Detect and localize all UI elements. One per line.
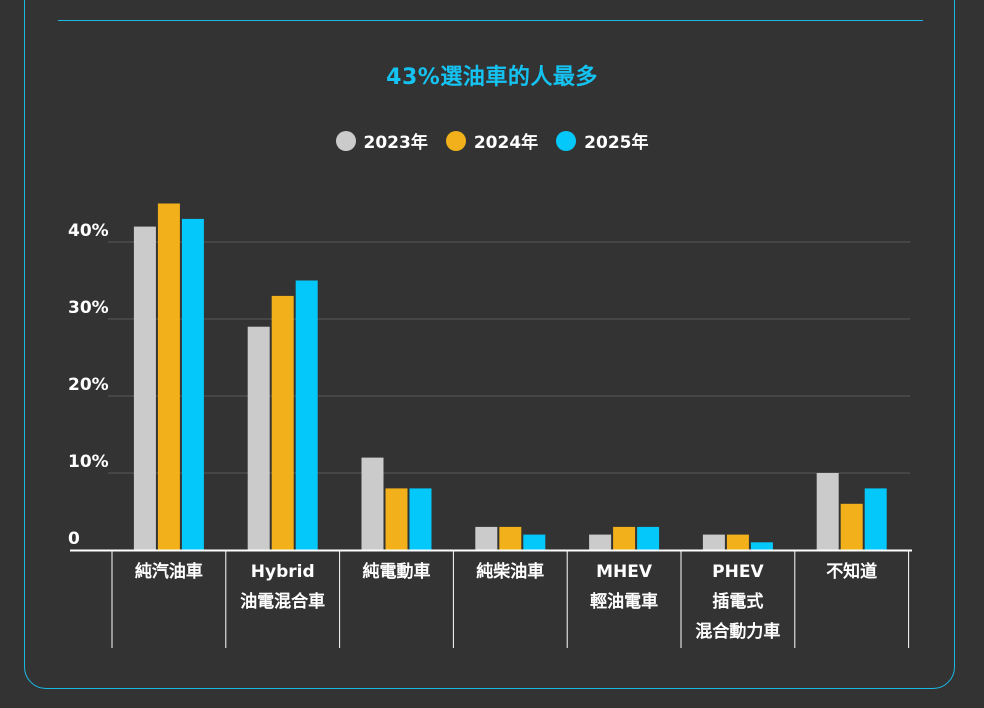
legend: 2023年 2024年 2025年: [0, 128, 984, 153]
x-tick-label: 純汽油車: [135, 561, 203, 582]
legend-label-2023: 2023年: [363, 133, 428, 153]
bar-2025-5: [750, 542, 773, 550]
x-tick-label: PHEV: [712, 562, 764, 582]
bar-2023-4: [589, 534, 612, 550]
bar-2023-3: [475, 526, 498, 550]
bar-2024-1: [271, 295, 294, 550]
bar-2024-5: [726, 534, 749, 550]
bar-2024-4: [613, 526, 636, 550]
x-tick-label: 插電式: [712, 591, 763, 612]
y-tick-label: 20%: [68, 375, 109, 395]
legend-item-2023: 2023年: [335, 128, 428, 153]
x-tick-label: 油電混合車: [240, 591, 325, 612]
legend-item-2025: 2025年: [556, 128, 648, 153]
legend-item-2024: 2024年: [445, 128, 539, 153]
bar-2023-1: [247, 326, 270, 550]
bar-2025-2: [409, 488, 432, 550]
top-divider: [58, 20, 923, 21]
legend-label-2025: 2025年: [584, 133, 649, 153]
y-tick-label: 0: [68, 529, 80, 549]
x-tick-label: 純柴油車: [476, 561, 544, 582]
legend-swatch-2024: [445, 130, 466, 151]
x-tick-label: 純電動車: [363, 561, 431, 582]
bar-2023-6: [816, 473, 839, 550]
bar-2025-6: [864, 488, 887, 550]
legend-label-2024: 2024年: [473, 133, 539, 153]
bar-2024-2: [385, 488, 408, 550]
bar-2024-3: [499, 526, 522, 550]
y-tick-label: 40%: [68, 221, 109, 241]
chart-title: 43%選油車的人最多: [386, 65, 598, 90]
bar-2025-1: [295, 280, 318, 550]
x-tick-label: Hybrid: [251, 562, 315, 582]
y-tick-label: 10%: [68, 452, 109, 472]
x-tick-label: 輕油電車: [590, 591, 658, 612]
bar-2025-4: [637, 526, 660, 550]
legend-swatch-2025: [556, 130, 577, 151]
bar-2023-0: [133, 226, 156, 550]
bar-2023-5: [702, 534, 725, 550]
bar-2025-3: [523, 534, 546, 550]
legend-swatch-2023: [335, 130, 356, 151]
chart-frame: [24, 0, 955, 689]
x-tick-label: 不知道: [826, 561, 877, 582]
bar-2023-2: [361, 457, 384, 550]
y-tick-label: 30%: [68, 298, 109, 318]
bar-2024-6: [840, 503, 863, 550]
bar-2025-0: [181, 218, 204, 550]
bar-2024-0: [157, 203, 180, 550]
x-tick-label: MHEV: [596, 562, 653, 582]
x-tick-label: 混合動力車: [695, 621, 780, 642]
